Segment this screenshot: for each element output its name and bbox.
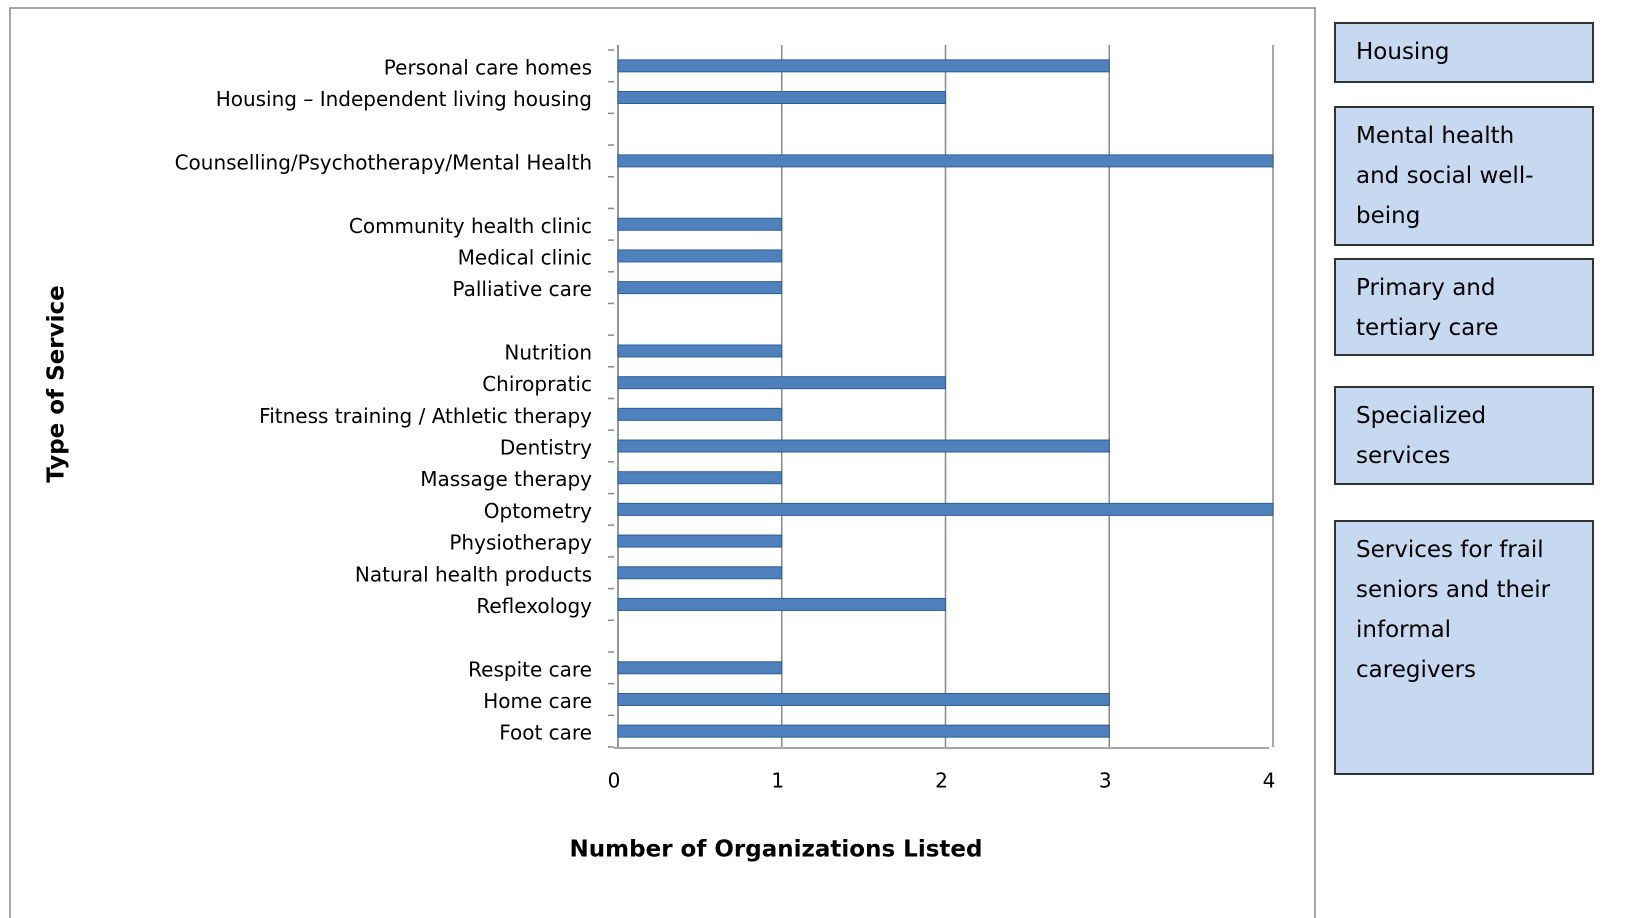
group-label: Specialized services	[1356, 403, 1487, 469]
y-tick-label: Respite care	[468, 657, 592, 681]
bar	[617, 217, 783, 231]
group-box: Housing	[1334, 22, 1594, 83]
group-label: Housing	[1356, 39, 1450, 65]
y-tick-label: Medical clinic	[458, 245, 592, 269]
bar	[617, 376, 946, 390]
y-tick-label: Home care	[483, 689, 592, 713]
y-tick-label: Counselling/Psychotherapy/Mental Health	[175, 150, 592, 174]
bar	[617, 661, 783, 675]
y-tick-label: Natural health products	[355, 562, 592, 586]
y-axis-title: Type of Service	[44, 285, 70, 482]
y-tick-label: Fitness training / Athletic therapy	[259, 404, 592, 428]
bar	[617, 502, 1274, 516]
x-tick-label: 0	[608, 769, 621, 793]
bar	[617, 91, 946, 105]
bar	[617, 407, 783, 421]
y-tick-label: Optometry	[484, 499, 592, 523]
y-tick-label: Physiotherapy	[449, 531, 592, 555]
group-box: Services for frail seniors and their inf…	[1334, 520, 1594, 775]
x-tick-label: 2	[935, 769, 948, 793]
y-tick-label: Chiropratic	[482, 372, 592, 396]
bar	[617, 439, 1110, 453]
y-tick-label: Palliative care	[452, 277, 592, 301]
bar	[617, 249, 783, 263]
bar	[617, 471, 783, 485]
y-tick-label: Personal care homes	[384, 55, 592, 79]
group-box: Mental health and social well-being	[1334, 106, 1594, 246]
x-axis-title: Number of Organizations Listed	[570, 837, 983, 863]
x-tick-label: 1	[771, 769, 784, 793]
y-tick-label: Reflexology	[476, 594, 592, 618]
y-tick-label: Dentistry	[500, 436, 592, 460]
y-tick-label: Nutrition	[504, 340, 592, 364]
y-tick-label: Foot care	[499, 721, 592, 745]
group-box: Primary and tertiary care	[1334, 258, 1594, 356]
bar	[617, 154, 1274, 168]
group-label: Services for frail seniors and their inf…	[1356, 537, 1551, 683]
bar	[617, 566, 783, 580]
chart-border	[9, 7, 1316, 918]
bar	[617, 59, 1110, 73]
group-label: Primary and tertiary care	[1356, 275, 1499, 341]
x-tick-label: 4	[1263, 769, 1276, 793]
y-tick-label: Housing – Independent living housing	[216, 87, 592, 111]
bar	[617, 344, 783, 358]
x-tick-label: 3	[1099, 769, 1112, 793]
y-tick-label: Massage therapy	[420, 467, 592, 491]
bar	[617, 597, 946, 611]
bar	[617, 724, 1110, 738]
bar	[617, 534, 783, 548]
group-box: Specialized services	[1334, 386, 1594, 485]
bar	[617, 281, 783, 295]
group-label: Mental health and social well-being	[1356, 123, 1534, 229]
bar	[617, 692, 1110, 706]
y-tick-label: Community health clinic	[349, 214, 592, 238]
